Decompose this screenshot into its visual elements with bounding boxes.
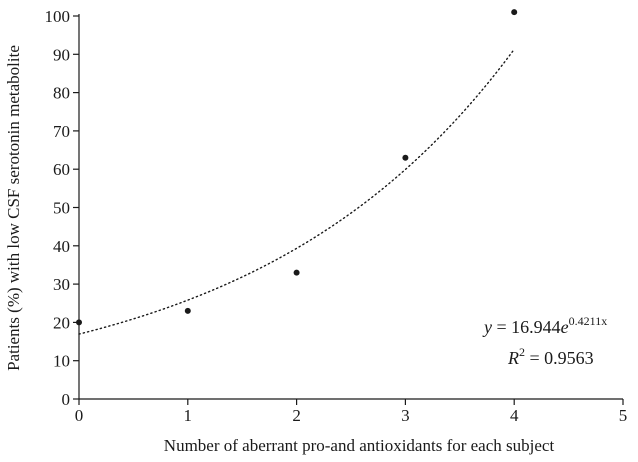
r-squared-value: = 0.9563 (525, 348, 594, 368)
y-tick-label: 0 (62, 390, 71, 409)
y-ticks: 0 10 20 30 40 50 60 70 80 90 100 (45, 7, 79, 409)
equation-lhs: y (482, 317, 492, 337)
x-tick-label: 1 (184, 406, 193, 425)
data-point (293, 269, 300, 276)
data-point (76, 319, 82, 326)
y-tick-label: 60 (53, 160, 70, 179)
x-tick-label: 3 (401, 406, 410, 425)
exponential-trendline (78, 48, 515, 335)
y-tick-label: 70 (53, 122, 70, 141)
y-tick-label: 100 (45, 7, 71, 26)
equation-block: y = 16.944e0.4211x R2 = 0.9563 (482, 314, 607, 368)
data-point (511, 9, 518, 16)
y-tick-label: 50 (53, 199, 70, 218)
y-axis-title: Patients (%) with low CSF serotonin meta… (4, 45, 23, 371)
x-tick-label: 2 (292, 406, 301, 425)
y-tick-label: 10 (53, 352, 70, 371)
x-axis-title: Number of aberrant pro-and antioxidants … (164, 436, 555, 455)
x-tick-label: 0 (75, 406, 84, 425)
trendline-equation: y = 16.944e0.4211x (482, 314, 607, 337)
data-point (184, 307, 191, 314)
x-tick-label: 5 (619, 406, 628, 425)
equation-base: e (561, 317, 569, 337)
y-tick-label: 90 (53, 45, 70, 64)
data-points (76, 9, 518, 326)
x-ticks: 0 1 2 3 4 5 (75, 399, 628, 425)
r-squared-power: 2 (519, 345, 525, 359)
data-point (402, 154, 409, 161)
y-tick-label: 40 (53, 237, 70, 256)
y-axis-title-group: Patients (%) with low CSF serotonin meta… (4, 45, 23, 371)
equation-coefficient: = 16.944 (492, 317, 561, 337)
x-tick-label: 4 (510, 406, 519, 425)
y-tick-label: 80 (53, 84, 70, 103)
y-tick-label: 20 (53, 313, 70, 332)
y-tick-label: 30 (53, 275, 70, 294)
r-squared-lhs: R (507, 348, 519, 368)
equation-exponent: 0.4211x (569, 314, 608, 328)
r-squared-label: R2 = 0.9563 (507, 345, 594, 368)
equation-exponent-value: 0.4211x (569, 314, 608, 328)
